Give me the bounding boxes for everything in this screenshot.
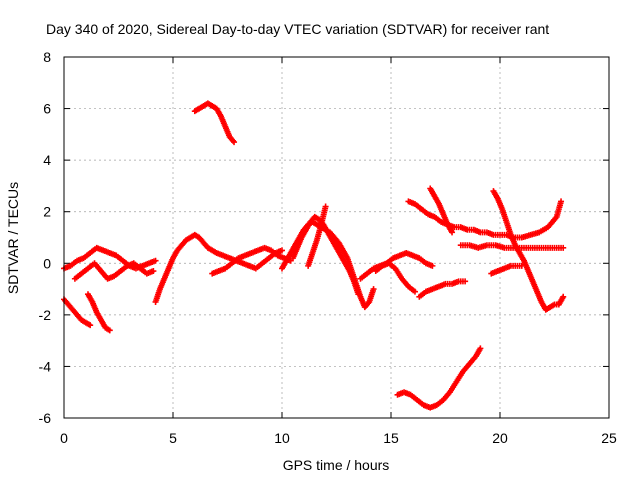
series-arc-19: [488, 262, 525, 277]
data-point: [355, 291, 362, 298]
x-tick-label: 5: [169, 430, 177, 446]
series-arc-10: [305, 203, 329, 269]
series-arc-16: [427, 185, 456, 236]
plot-frame: [63, 56, 610, 419]
data-point: [106, 327, 113, 334]
x-tick-label: 25: [601, 430, 617, 446]
data-point: [477, 345, 484, 352]
y-tick-label: 0: [43, 255, 51, 271]
y-tick-label: -6: [39, 410, 52, 426]
series-arc-4: [71, 260, 157, 282]
series-arc-15: [405, 198, 565, 241]
chart-title: Day 340 of 2020, Sidereal Day-to-day VTE…: [46, 21, 549, 37]
y-tick-label: -2: [39, 307, 52, 323]
series-arc-3: [84, 291, 113, 334]
x-axis-title: GPS time / hours: [283, 457, 390, 473]
data-point: [370, 286, 377, 293]
series-arc-13: [416, 278, 469, 300]
data-point: [231, 139, 238, 146]
series-arc-7: [209, 244, 294, 277]
series-arc-6: [191, 100, 238, 146]
series-arc-11: [357, 249, 436, 282]
data-point: [449, 229, 456, 236]
data-point: [152, 257, 159, 264]
x-tick-label: 15: [383, 430, 399, 446]
data-points: [61, 100, 567, 411]
data-point: [429, 262, 436, 269]
x-tick-label: 10: [274, 430, 290, 446]
series-arc-14: [394, 345, 484, 411]
series-arc-9: [289, 213, 362, 298]
y-tick-label: 4: [43, 152, 51, 168]
data-point: [560, 293, 567, 300]
data-point: [558, 198, 565, 205]
data-point: [518, 262, 525, 269]
series-arc-2: [61, 296, 94, 329]
data-point: [462, 278, 469, 285]
series-arc-18: [490, 188, 567, 313]
y-tick-label: -4: [39, 358, 52, 374]
data-point: [279, 247, 285, 254]
y-tick-label: 6: [43, 101, 51, 117]
series-arc-5: [152, 231, 285, 305]
data-point: [322, 203, 329, 210]
x-tick-label: 20: [492, 430, 508, 446]
data-point: [150, 268, 157, 275]
y-axis-title: SDTVAR / TECUs: [5, 182, 21, 294]
data-point: [87, 322, 94, 329]
series-arc-1: [61, 244, 159, 272]
y-tick-label: 2: [43, 204, 51, 220]
x-tick-label: 0: [60, 430, 68, 446]
data-point: [560, 244, 567, 251]
data-point: [411, 288, 418, 295]
series-arc-12: [372, 260, 418, 295]
y-tick-label: 8: [43, 49, 51, 65]
